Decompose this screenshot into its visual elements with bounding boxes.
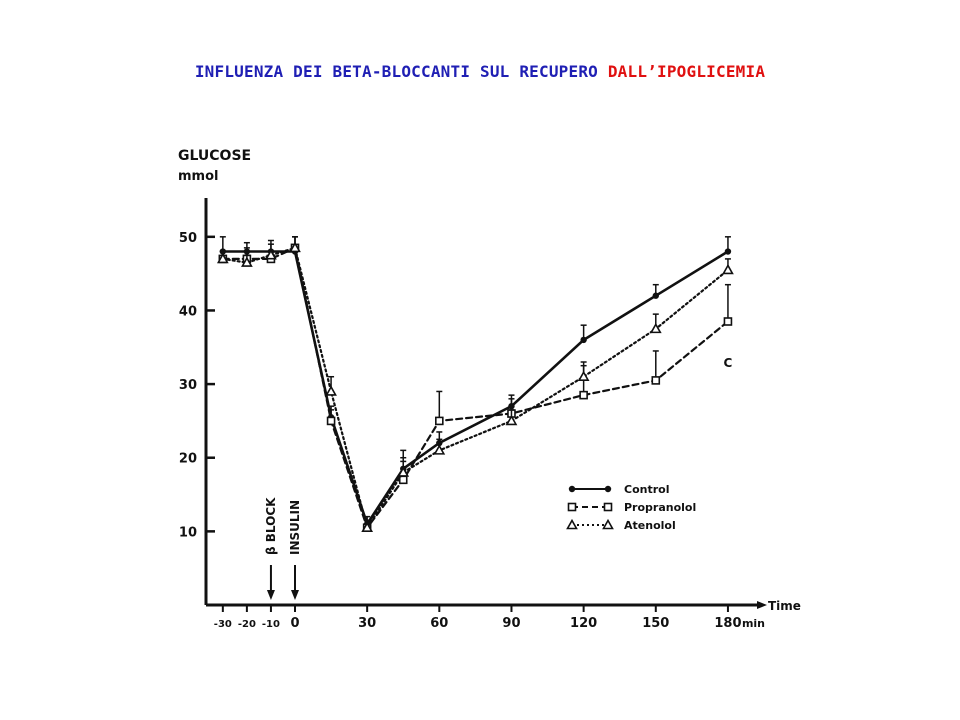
x-tick-label: -10 (262, 619, 280, 630)
data-point-atenolol (325, 385, 337, 396)
event-arrow-head (266, 590, 275, 600)
legend-label: Control (624, 483, 669, 496)
data-point-propranolol (579, 390, 588, 400)
title-part-red: DALL’IPOGLICEMIA (607, 62, 766, 81)
series-atenolol (216, 236, 734, 532)
y-tick-label: 50 (179, 231, 197, 246)
x-tick-label: 90 (502, 616, 520, 631)
series-line-control (221, 250, 730, 527)
legend-marker (567, 502, 577, 512)
data-point-atenolol (505, 414, 518, 426)
data-point-atenolol (361, 521, 374, 532)
y-axis-label-line2: mmol (178, 169, 218, 184)
event-marker-label: INSULIN (288, 500, 302, 555)
y-axis-label-line1: GLUCOSE (178, 148, 251, 164)
legend-item-control: Control (568, 483, 669, 496)
legend-item-propranolol: Propranolol (567, 501, 696, 514)
title-part-blue: INFLUENZA DEI BETA-BLOCCANTI SUL RECUPER… (194, 62, 608, 81)
y-tick-label: 40 (179, 304, 197, 319)
legend-item-atenolol: Atenolol (566, 518, 676, 532)
data-point-atenolol (722, 263, 734, 275)
y-tick-label: 20 (179, 452, 197, 467)
data-point-control (724, 248, 732, 255)
x-unit-label: min (742, 617, 765, 630)
x-axis-label: Time (768, 599, 801, 613)
data-point-propranolol (326, 416, 336, 426)
x-tick-label: -30 (214, 619, 232, 630)
data-point-atenolol (433, 444, 446, 455)
x-tick-label: 0 (290, 616, 299, 631)
data-point-control (580, 336, 587, 344)
data-point-atenolol (265, 249, 277, 260)
x-tick-label: 60 (430, 616, 448, 631)
event-marker-label: β BLOCK (264, 497, 278, 555)
data-point-control (652, 292, 659, 299)
data-point-atenolol (241, 256, 253, 267)
annotation-label: C (724, 356, 733, 370)
data-point-atenolol (397, 466, 410, 477)
legend-marker (568, 485, 576, 493)
y-tick-label: 10 (179, 525, 197, 540)
legend-marker (566, 518, 578, 530)
event-arrow-head (290, 590, 299, 600)
data-point-propranolol (651, 376, 661, 385)
data-point-propranolol (723, 317, 733, 326)
slide-title: INFLUENZA DEI BETA-BLOCCANTI SUL RECUPER… (0, 62, 960, 81)
data-point-atenolol (649, 322, 662, 334)
data-point-atenolol (289, 241, 301, 253)
x-tick-label: 180 (714, 616, 741, 631)
x-tick-label: 30 (358, 616, 376, 631)
data-point-atenolol (216, 252, 229, 264)
x-axis-arrow (757, 601, 767, 609)
y-tick-label: 30 (179, 378, 197, 393)
legend-label: Atenolol (624, 519, 676, 532)
legend-marker (604, 485, 612, 493)
event-marker: β BLOCK (264, 497, 278, 600)
legend-label: Propranolol (624, 501, 696, 514)
x-tick-label: -20 (238, 619, 256, 630)
x-tick-label: 150 (642, 616, 669, 631)
x-tick-label: 120 (570, 616, 597, 631)
event-marker: INSULIN (288, 500, 302, 600)
legend-marker (602, 518, 614, 530)
legend-marker (603, 502, 613, 512)
data-point-atenolol (577, 370, 590, 382)
data-point-propranolol (435, 416, 444, 426)
